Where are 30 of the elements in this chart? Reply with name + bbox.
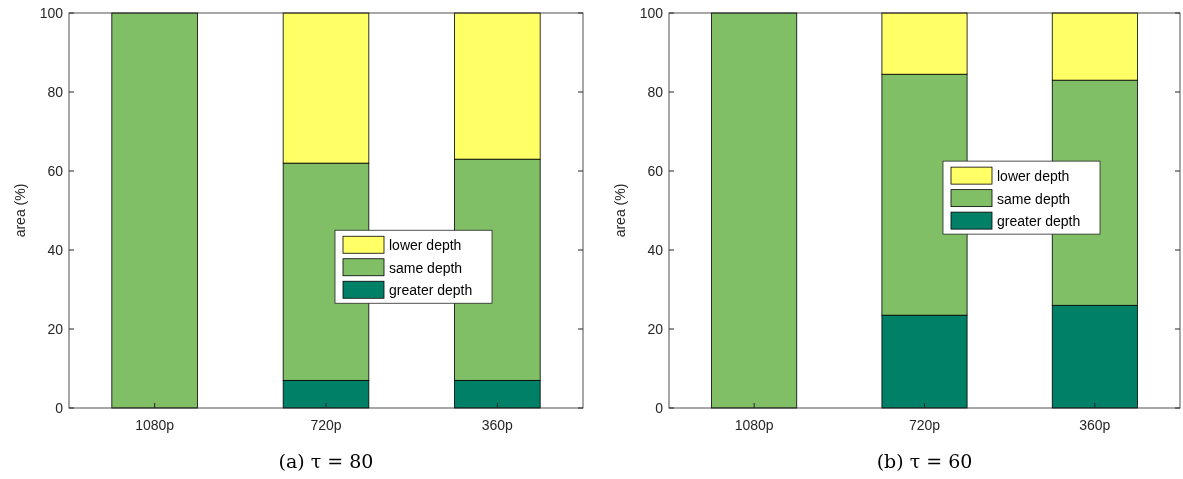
- legend-label: same depth: [389, 259, 463, 276]
- legend-label: greater depth: [389, 282, 473, 299]
- y-tick-label: 40: [47, 241, 64, 258]
- y-axis-title: area (%): [612, 183, 628, 238]
- y-tick-label: 100: [39, 4, 64, 21]
- x-tick-label: 360p: [481, 417, 514, 433]
- y-tick-label: 60: [647, 162, 664, 179]
- x-tick-label: 720p: [310, 417, 342, 433]
- x-tick-label: 1080p: [135, 417, 175, 433]
- legend-label: lower depth: [997, 168, 1070, 185]
- y-tick-label: 80: [647, 83, 664, 100]
- y-tick-label: 100: [639, 4, 664, 21]
- x-tick-label: 360p: [1079, 417, 1111, 433]
- x-tick-label: 720p: [908, 417, 941, 433]
- y-tick-label: 20: [647, 320, 664, 337]
- y-tick-label: 60: [47, 162, 64, 179]
- y-tick-label: 80: [47, 83, 64, 100]
- text: (b) τ = 60: [876, 450, 973, 472]
- legend-label: greater depth: [997, 213, 1081, 230]
- bar: [111, 12, 198, 409]
- text: (a) τ = 80: [278, 450, 374, 472]
- y-tick-label: 20: [47, 320, 64, 337]
- bar: [711, 12, 798, 409]
- y-tick-label: 0: [55, 399, 64, 416]
- legend-label: lower depth: [389, 237, 462, 254]
- legend-label: same depth: [997, 190, 1071, 207]
- x-tick-label: 1080p: [734, 417, 774, 433]
- y-axis-title: area (%): [12, 183, 28, 238]
- y-tick-label: 0: [655, 399, 664, 416]
- y-tick-label: 40: [647, 241, 664, 258]
